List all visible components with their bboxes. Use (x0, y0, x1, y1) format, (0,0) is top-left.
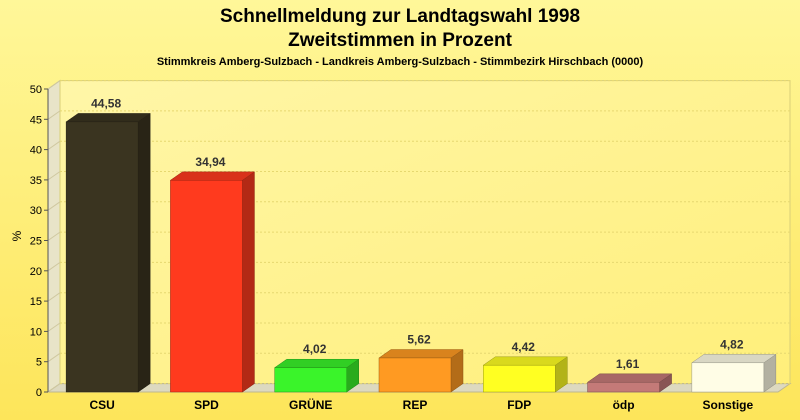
y-tick-label: 45 (30, 114, 42, 126)
bar-sonstige (691, 353, 777, 393)
grid-line-side (47, 383, 61, 393)
grid-line-side (47, 322, 61, 332)
category-label: REP (403, 398, 428, 412)
bar-front (274, 367, 347, 393)
bar-top (378, 349, 464, 359)
category-label: SPD (194, 398, 219, 412)
grid-line-side (47, 352, 61, 363)
y-tick-label: 0 (36, 387, 42, 399)
y-tick-label: 25 (30, 236, 42, 248)
bar-spd (169, 171, 256, 393)
x-axis: CSU SPD GRÜNE REP FDP ödp Sonstige (89, 397, 753, 412)
data-labels: 44,58 34,94 4,02 5,62 4,42 1,61 4,82 (91, 96, 744, 370)
bar-ödp (586, 373, 673, 393)
y-tick-label: 30 (30, 205, 42, 217)
data-label: 4,82 (720, 337, 744, 351)
category-label: GRÜNE (289, 397, 332, 412)
bar-front (587, 381, 660, 393)
y-tick-label: 50 (30, 84, 42, 96)
bar-front (170, 180, 243, 393)
bar-top (691, 354, 777, 364)
category-label: Sonstige (703, 398, 754, 412)
bar-front (378, 357, 452, 393)
bar-top (169, 171, 256, 181)
bar-top (482, 356, 569, 366)
bar-top (65, 113, 151, 123)
category-label: CSU (89, 398, 114, 412)
bar-csu (65, 112, 151, 393)
y-axis: 0 5 10 15 20 25 30 35 40 45 50 (30, 84, 49, 399)
y-axis-label: % (10, 230, 24, 241)
bar-front (65, 121, 139, 393)
bar-top (273, 358, 360, 368)
bar-rep (378, 349, 464, 393)
category-label: ödp (613, 398, 635, 412)
grid-line-side (47, 80, 61, 90)
bar-top (586, 373, 673, 383)
chart-subtitle: Stimmkreis Amberg-Sulzbach - Landkreis A… (157, 56, 644, 68)
y-tick-label: 35 (30, 175, 42, 187)
bar-fdp (482, 356, 569, 393)
data-label: 5,62 (407, 333, 431, 347)
data-label: 44,58 (91, 96, 121, 110)
category-label: FDP (507, 398, 531, 412)
data-label: 1,61 (616, 357, 640, 371)
grid-line-side (47, 261, 61, 272)
bar-side (137, 112, 151, 393)
data-label: 4,42 (512, 340, 536, 354)
grid-line-side (47, 292, 61, 302)
bar-front (483, 364, 556, 393)
y-tick-label: 20 (30, 266, 42, 278)
chart-title: Schnellmeldung zur Landtagswahl 1998 (220, 6, 580, 27)
bar-side (242, 171, 255, 393)
bar-front (691, 362, 765, 393)
bar-grüne (273, 358, 360, 393)
data-label: 4,02 (303, 342, 327, 356)
y-tick-label: 15 (30, 296, 42, 308)
y-tick-label: 5 (36, 357, 42, 369)
chart-title-line2: Zweitstimmen in Prozent (288, 30, 512, 51)
data-label: 34,94 (195, 155, 225, 169)
y-tick-label: 40 (30, 145, 42, 157)
grid-line-side (47, 110, 61, 120)
y-tick-label: 10 (30, 326, 42, 338)
grid-line-side (47, 231, 61, 241)
bars (65, 112, 777, 393)
grid-line-side (47, 201, 61, 211)
grid-line-side (47, 140, 61, 151)
grid-line-side (47, 171, 61, 181)
